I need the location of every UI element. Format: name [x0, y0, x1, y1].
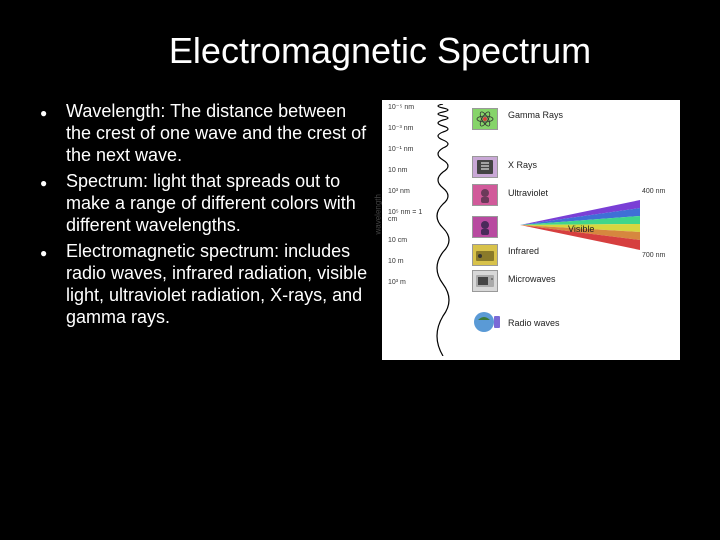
bullet-text: Wavelength: The distance between the cre… — [66, 100, 370, 166]
tick-label: 10⁵ nm = 1 cm — [388, 209, 428, 223]
tick-label: 10 m — [388, 258, 428, 265]
bullet-icon: ● — [40, 100, 66, 166]
tick-label: 10⁻¹ nm — [388, 146, 428, 153]
bullet-item: ● Wavelength: The distance between the c… — [40, 100, 370, 166]
xray-icon — [472, 156, 498, 178]
infrared-icon — [472, 244, 498, 266]
tick-label: 10⁻³ nm — [388, 125, 428, 132]
gamma-icon — [472, 108, 498, 130]
bullet-text: Spectrum: light that spreads out to make… — [66, 170, 370, 236]
slide-title: Electromagnetic Spectrum — [80, 30, 680, 72]
tick-label: 10⁻⁵ nm — [388, 104, 428, 111]
bullet-item: ● Electromagnetic spectrum: includes rad… — [40, 240, 370, 328]
microwave-icon — [472, 270, 498, 292]
band-label-uv: Ultraviolet — [508, 188, 548, 198]
tick-label: 10 cm — [388, 237, 428, 244]
tick-label: 10³ nm — [388, 188, 428, 195]
text-column: ● Wavelength: The distance between the c… — [40, 100, 370, 360]
scale-ticks: 10⁻⁵ nm 10⁻³ nm 10⁻¹ nm 10 nm 10³ nm 10⁵… — [388, 104, 428, 300]
visible-bottom-nm: 700 nm — [642, 252, 665, 259]
uv-icon — [472, 184, 498, 206]
band-label-xrays: X Rays — [508, 160, 537, 170]
tick-label: 10 nm — [388, 167, 428, 174]
spectrum-diagram: wavelength 10⁻⁵ nm 10⁻³ nm 10⁻¹ nm 10 nm… — [382, 100, 680, 360]
visible-icon — [472, 216, 498, 238]
tick-label: 10³ m — [388, 279, 428, 286]
content-row: ● Wavelength: The distance between the c… — [40, 100, 680, 360]
visible-top-nm: 400 nm — [642, 188, 665, 195]
band-label-visible: Visible — [568, 224, 594, 234]
band-label-gamma: Gamma Rays — [508, 110, 563, 120]
bullet-icon: ● — [40, 240, 66, 328]
wave-icon — [430, 104, 456, 356]
slide: Electromagnetic Spectrum ● Wavelength: T… — [0, 0, 720, 540]
band-label-radio: Radio waves — [508, 318, 560, 328]
radio-icon — [472, 308, 502, 334]
bullet-item: ● Spectrum: light that spreads out to ma… — [40, 170, 370, 236]
wavelength-axis-label: wavelength — [374, 194, 383, 234]
bullet-icon: ● — [40, 170, 66, 236]
bullet-text: Electromagnetic spectrum: includes radio… — [66, 240, 370, 328]
band-label-microwaves: Microwaves — [508, 274, 556, 284]
